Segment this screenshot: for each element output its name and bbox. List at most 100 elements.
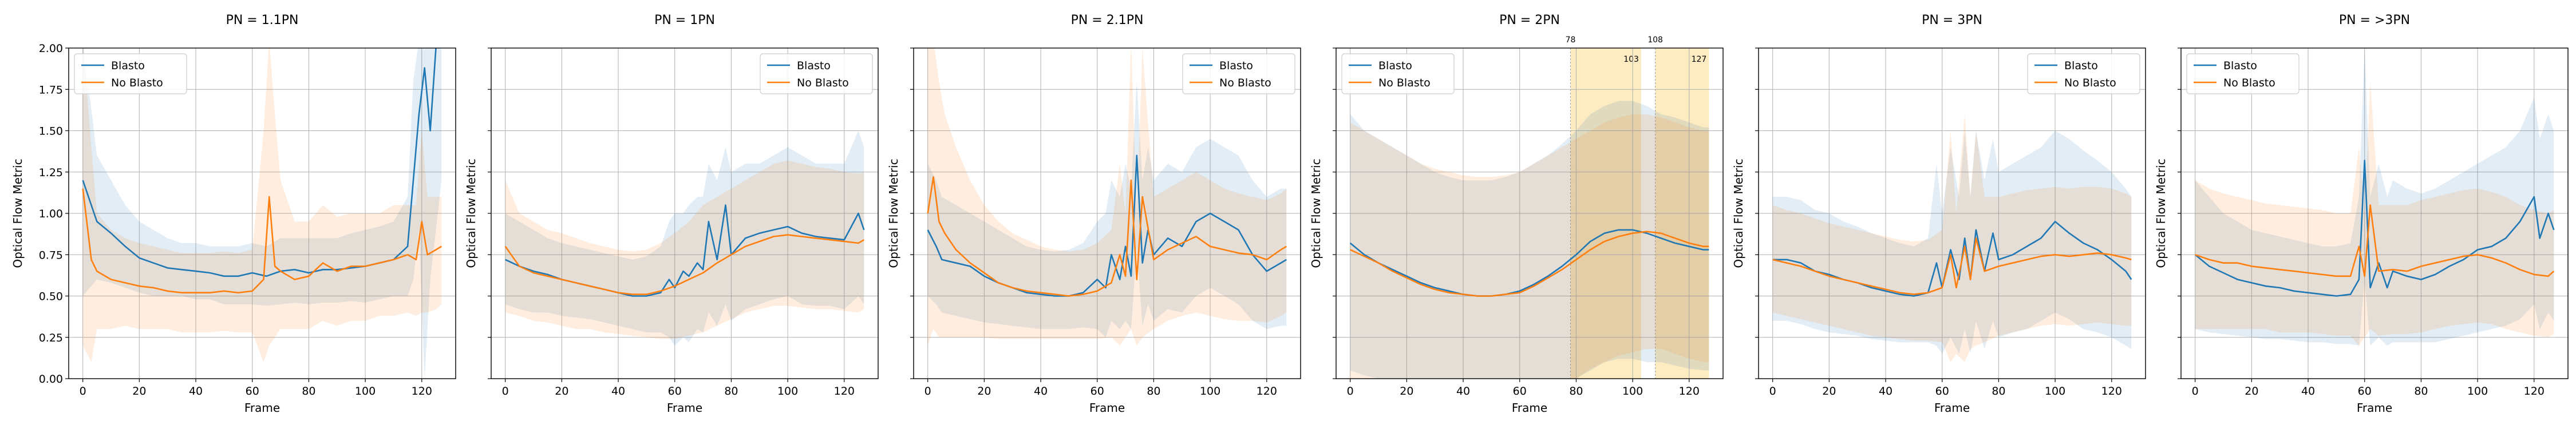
x-tick-label: 100 [2467, 385, 2488, 398]
x-tick-label: 0 [1769, 385, 1776, 398]
legend-box [760, 53, 873, 94]
plot-area [504, 130, 865, 346]
x-tick-label: 120 [1257, 385, 1277, 398]
span-start-label: 78 [1566, 35, 1576, 45]
x-tick-label: 20 [1822, 385, 1836, 398]
legend-label: Blasto [797, 59, 831, 72]
x-tick-label: 120 [834, 385, 855, 398]
legend-label: No Blasto [111, 77, 163, 89]
y-tick-label: 1.25 [39, 166, 63, 179]
span-start-label: 108 [1647, 35, 1663, 45]
chart-panel: PN = 2PN 78 103 108 127 0 20 40 60 80 100 120 Frame O… [1309, 13, 1724, 415]
x-tick-label: 40 [189, 385, 203, 398]
x-tick-label: 60 [668, 385, 682, 398]
x-tick-label: 120 [1679, 385, 1700, 398]
x-tick-label: 60 [1513, 385, 1527, 398]
x-axis-label: Frame [2357, 401, 2392, 415]
blasto-band [1772, 130, 2132, 354]
plot-area [927, 48, 1287, 346]
legend-label: No Blasto [2223, 77, 2275, 89]
legend-box [2186, 53, 2300, 94]
y-axis-label: Optical Flow Metric [1732, 158, 1745, 268]
span-end-label: 127 [1692, 55, 1707, 64]
no-blasto-line [2195, 204, 2555, 277]
y-tick-label: 0.50 [39, 291, 63, 303]
plot-area [1349, 101, 1709, 379]
chart-title: PN = 2PN [1499, 13, 1560, 27]
x-tick-label: 0 [502, 385, 509, 398]
legend-box [1341, 53, 1455, 94]
x-tick-label: 120 [412, 385, 432, 398]
x-tick-label: 40 [611, 385, 625, 398]
y-tick-label: 1.75 [39, 84, 63, 96]
no-blasto-band [1772, 114, 2132, 363]
x-tick-label: 40 [1456, 385, 1470, 398]
plot-area [82, 48, 442, 379]
x-tick-label: 100 [777, 385, 798, 398]
x-tick-label: 40 [1034, 385, 1048, 398]
axes-frame [2180, 47, 2569, 379]
x-axis-label: Frame [667, 401, 702, 415]
x-tick-label: 40 [2301, 385, 2315, 398]
y-tick-label: 2.00 [39, 42, 63, 55]
chart-title: PN = 1.1PN [226, 13, 299, 27]
legend-box [2027, 53, 2140, 94]
x-tick-label: 60 [246, 385, 259, 398]
x-tick-label: 40 [1879, 385, 1893, 398]
x-tick-label: 60 [1091, 385, 1104, 398]
x-axis-label: Frame [1512, 401, 1547, 415]
x-tick-label: 100 [1622, 385, 1643, 398]
span-end-label: 103 [1623, 55, 1639, 64]
no-blasto-line [927, 176, 1287, 297]
x-axis-label: Frame [244, 401, 280, 415]
x-tick-label: 0 [1347, 385, 1354, 398]
no-blasto-band [505, 160, 864, 339]
y-tick-label: 0.75 [39, 249, 63, 261]
blasto-band [2195, 48, 2554, 346]
x-tick-label: 80 [1147, 385, 1160, 398]
axes-frame [1336, 47, 1724, 379]
blasto-band [82, 48, 442, 379]
axes-frame [68, 47, 456, 379]
x-tick-label: 60 [1935, 385, 1949, 398]
y-tick-label: 1.00 [39, 208, 63, 220]
chart-title: PN = 1PN [654, 13, 715, 27]
x-tick-label: 80 [724, 385, 738, 398]
blasto-line [927, 154, 1287, 297]
chart-panel: PN = 2.1PN 0 20 40 60 80 100 120 Frame Optical Fl… [887, 13, 1301, 415]
x-tick-label: 20 [555, 385, 568, 398]
axes-frame [491, 47, 879, 379]
x-tick-label: 20 [977, 385, 991, 398]
chart-panel: PN = 3PN 0 20 40 60 80 100 120 Frame Optical Flow… [1732, 13, 2146, 415]
blasto-line [2194, 160, 2555, 297]
plot-area [2194, 48, 2555, 346]
no-blasto-line [1772, 237, 2132, 295]
y-axis-label: Optical Flow Metric [1309, 158, 1323, 268]
y-axis-label: Optical Flow Metric [11, 158, 25, 268]
x-tick-label: 20 [2245, 385, 2258, 398]
x-tick-label: 0 [2192, 385, 2199, 398]
y-axis-label: Optical Flow Metric [887, 158, 900, 268]
legend-label: No Blasto [1378, 77, 1431, 89]
x-tick-label: 100 [1200, 385, 1220, 398]
legend-label: No Blasto [1219, 77, 1271, 89]
x-tick-label: 60 [2358, 385, 2372, 398]
no-blasto-band [1350, 114, 1709, 379]
blasto-band [505, 130, 864, 346]
no-blasto-line [1350, 231, 1709, 297]
no-blasto-band [927, 48, 1287, 346]
chart-panel: PN = 1.1PN 0.00 0.25 0.50 0.75 1.00 1.25 1.50 1.… [11, 13, 456, 415]
no-blasto-line [504, 234, 864, 295]
x-tick-label: 80 [2414, 385, 2428, 398]
x-axis-label: Frame [1089, 401, 1125, 415]
no-blasto-line [82, 188, 442, 294]
legend-box [1182, 53, 1295, 94]
x-tick-label: 100 [355, 385, 376, 398]
legend-box [74, 53, 187, 94]
axes-frame [1758, 47, 2146, 379]
blasto-band [927, 81, 1287, 337]
x-axis-label: Frame [1934, 401, 1970, 415]
y-axis-label: Optical Flow Metric [464, 158, 478, 268]
plot-area [1772, 114, 2132, 363]
